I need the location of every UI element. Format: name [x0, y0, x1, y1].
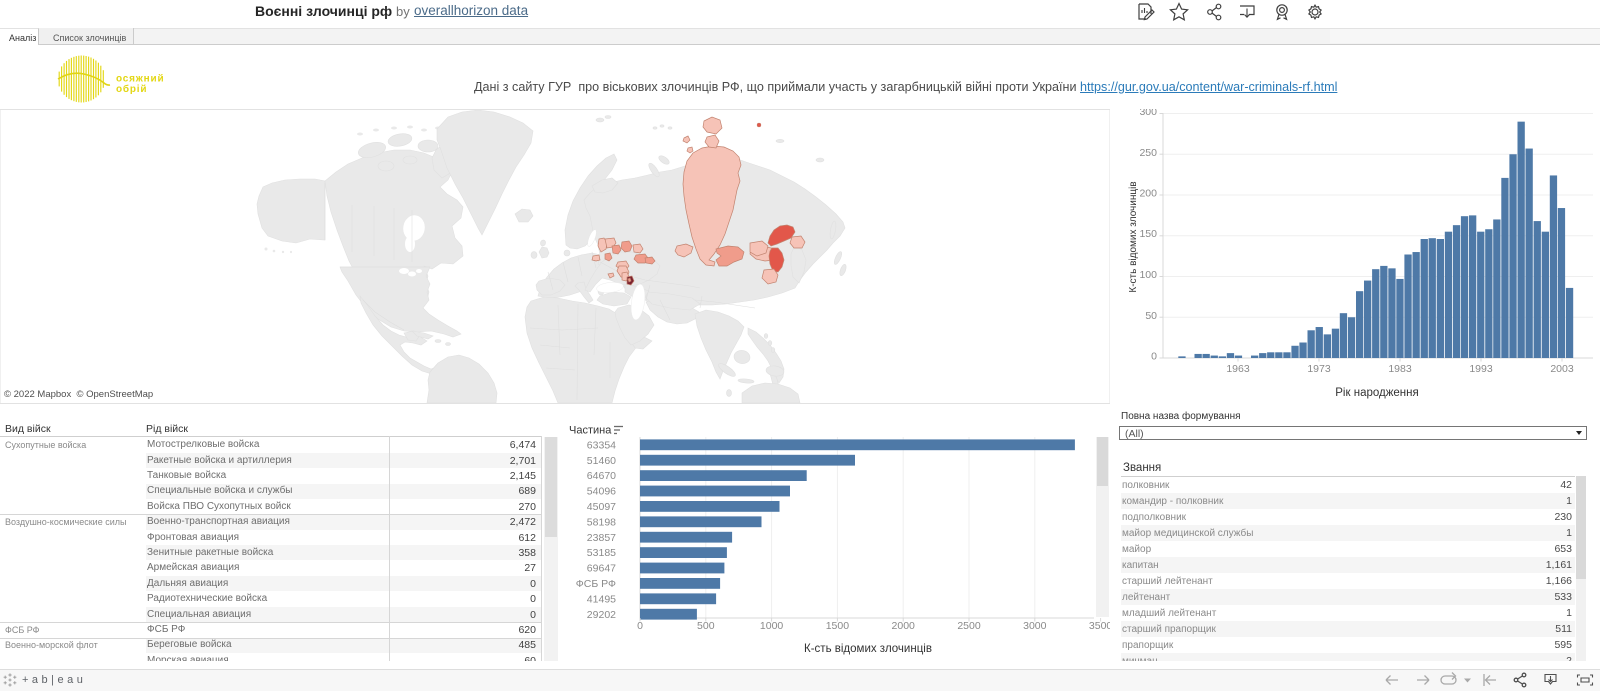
- svg-text:45097: 45097: [587, 501, 616, 513]
- svg-text:23857: 23857: [587, 532, 616, 544]
- svg-text:53185: 53185: [587, 547, 616, 559]
- svg-text:К-сть відомих злочинців: К-сть відомих злочинців: [1128, 181, 1139, 292]
- svg-text:41495: 41495: [587, 593, 616, 605]
- svg-text:3000: 3000: [1023, 620, 1047, 632]
- svg-text:63354: 63354: [587, 439, 616, 451]
- svg-text:100: 100: [1139, 269, 1157, 281]
- svg-text:300: 300: [1139, 109, 1157, 118]
- svg-text:58198: 58198: [587, 516, 616, 528]
- svg-text:3500: 3500: [1089, 620, 1110, 632]
- svg-text:1993: 1993: [1469, 363, 1493, 375]
- svg-text:64670: 64670: [587, 470, 616, 482]
- svg-text:© 2022 Mapbox © OpenStreetMap: © 2022 Mapbox © OpenStreetMap: [4, 389, 153, 400]
- svg-text:150: 150: [1139, 228, 1157, 240]
- svg-text:2000: 2000: [892, 620, 916, 632]
- svg-text:ФСБ РФ: ФСБ РФ: [576, 578, 616, 590]
- svg-text:50: 50: [1145, 310, 1157, 322]
- svg-text:0: 0: [1151, 351, 1157, 363]
- svg-text:29202: 29202: [587, 609, 616, 621]
- svg-text:51460: 51460: [587, 455, 616, 467]
- svg-text:1983: 1983: [1388, 363, 1412, 375]
- svg-text:54096: 54096: [587, 486, 616, 498]
- svg-text:1963: 1963: [1226, 363, 1250, 375]
- svg-text:Рік народження: Рік народження: [1335, 387, 1418, 399]
- svg-text:Частина: Частина: [569, 425, 612, 437]
- svg-text:200: 200: [1139, 188, 1157, 200]
- svg-text:0: 0: [637, 620, 643, 632]
- svg-text:2003: 2003: [1550, 363, 1574, 375]
- svg-text:250: 250: [1139, 147, 1157, 159]
- svg-text:1000: 1000: [760, 620, 784, 632]
- svg-text:осяжний: осяжний: [116, 74, 164, 85]
- svg-text:69647: 69647: [587, 563, 616, 575]
- svg-text:500: 500: [697, 620, 715, 632]
- svg-text:1973: 1973: [1307, 363, 1331, 375]
- svg-text:1500: 1500: [826, 620, 850, 632]
- svg-text:К-сть відомих злочинців: К-сть відомих злочинців: [804, 643, 932, 655]
- svg-text:обрій: обрій: [116, 83, 147, 95]
- svg-text:2500: 2500: [957, 620, 981, 632]
